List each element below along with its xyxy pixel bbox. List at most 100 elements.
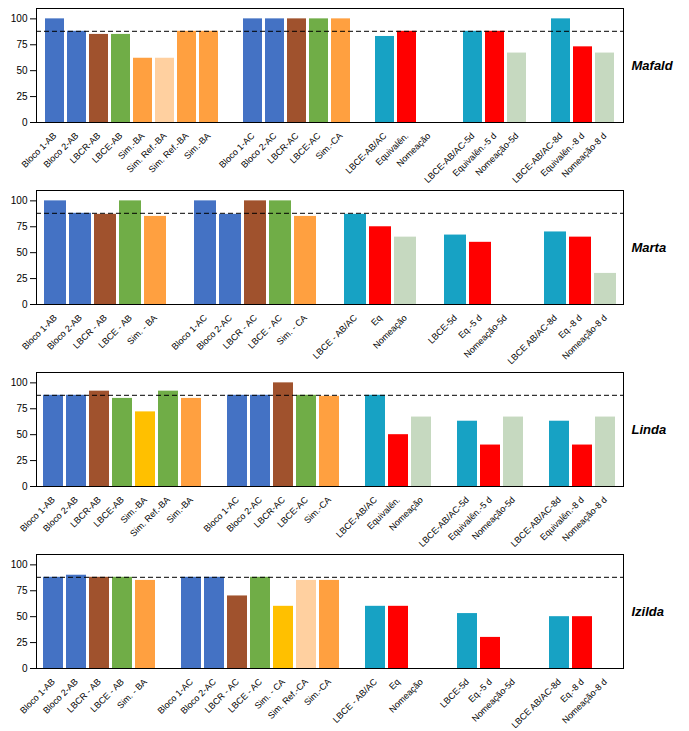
svg-text:Equivalên.-8 d: Equivalên.-8 d xyxy=(538,130,587,179)
svg-text:LBCE-5d: LBCE-5d xyxy=(438,677,471,710)
svg-text:0: 0 xyxy=(22,117,28,128)
svg-text:LBCE-AC: LBCE-AC xyxy=(288,130,323,165)
svg-text:25: 25 xyxy=(16,455,28,466)
svg-text:LBCE - AB: LBCE - AB xyxy=(96,313,133,350)
svg-text:Equivalên.-5 d: Equivalên.-5 d xyxy=(450,130,499,179)
svg-text:Bloco 2-AB: Bloco 2-AB xyxy=(45,312,84,352)
svg-text:100: 100 xyxy=(11,13,28,24)
svg-text:LBCE AB/AC-8d: LBCE AB/AC-8d xyxy=(506,313,559,366)
svg-text:25: 25 xyxy=(16,273,28,284)
svg-text:Nomeação-8 d: Nomeação-8 d xyxy=(560,677,609,726)
svg-text:LBCE-AC: LBCE-AC xyxy=(275,494,310,529)
svg-text:Nomeação-8 d: Nomeação-8 d xyxy=(560,495,609,544)
svg-text:LBCE-AB/AC-8d: LBCE-AB/AC-8d xyxy=(510,130,565,185)
svg-text:Linda: Linda xyxy=(632,422,667,437)
svg-text:LBCR-AB: LBCR-AB xyxy=(68,494,103,530)
svg-text:0: 0 xyxy=(22,299,28,310)
svg-text:Sim. - CA: Sim. - CA xyxy=(275,313,309,347)
svg-text:Sim.-BA: Sim.-BA xyxy=(182,131,212,161)
svg-text:0: 0 xyxy=(22,663,28,674)
svg-text:Bloco 1-AB: Bloco 1-AB xyxy=(20,312,59,352)
svg-text:Sim.-BA: Sim.-BA xyxy=(165,495,195,525)
svg-text:Bloco 1-AC: Bloco 1-AC xyxy=(169,312,209,352)
svg-text:50: 50 xyxy=(16,247,28,258)
svg-text:LBCE - AC: LBCE - AC xyxy=(246,312,284,351)
svg-text:Equivalên.: Equivalên. xyxy=(365,494,402,532)
svg-text:Sim. - CA: Sim. - CA xyxy=(252,676,287,711)
svg-text:Bloco 2-AB: Bloco 2-AB xyxy=(41,130,81,170)
svg-text:0: 0 xyxy=(22,481,28,492)
svg-text:LBCE - AC: LBCE - AC xyxy=(226,676,264,715)
svg-text:Nomeação-8 d: Nomeação-8 d xyxy=(560,313,609,362)
svg-text:50: 50 xyxy=(16,611,28,622)
svg-text:Equivalên.: Equivalên. xyxy=(373,130,411,168)
svg-text:Bloco 1-AB: Bloco 1-AB xyxy=(18,676,57,716)
svg-text:Bloco 2-AC: Bloco 2-AC xyxy=(224,494,264,534)
svg-text:Nomeação-5d: Nomeação-5d xyxy=(470,495,517,542)
svg-text:Sim.-CA: Sim.-CA xyxy=(314,131,345,162)
svg-text:LBCR-AB: LBCR-AB xyxy=(67,130,103,166)
svg-text:Bloco 2-AC: Bloco 2-AC xyxy=(194,312,234,352)
svg-text:Bloco 2-AB: Bloco 2-AB xyxy=(41,494,80,534)
svg-text:Sim.-CA: Sim.-CA xyxy=(302,495,333,526)
svg-text:Nomeação: Nomeação xyxy=(387,495,425,533)
svg-text:75: 75 xyxy=(16,39,28,50)
svg-text:Eq: Eq xyxy=(387,677,402,692)
svg-text:Mafald: Mafald xyxy=(632,58,674,73)
svg-text:Equivalên.-5 d: Equivalên.-5 d xyxy=(446,494,494,543)
svg-text:LBCR-AC: LBCR-AC xyxy=(265,130,301,166)
svg-text:LBCE - AB/AC: LBCE - AB/AC xyxy=(311,312,359,360)
svg-text:Sim. Ref.-BA: Sim. Ref.-BA xyxy=(128,494,172,539)
svg-text:Bloco 1-AB: Bloco 1-AB xyxy=(18,494,57,534)
svg-text:Equivalên.-8 d: Equivalên.-8 d xyxy=(538,494,586,543)
svg-text:Izilda: Izilda xyxy=(632,604,665,619)
svg-text:LBCE - AB: LBCE - AB xyxy=(88,676,126,715)
svg-text:Bloco 1-AB: Bloco 1-AB xyxy=(19,130,59,170)
svg-text:75: 75 xyxy=(16,403,28,414)
svg-text:Eq: Eq xyxy=(369,313,384,328)
svg-text:Nomeação-5d: Nomeação-5d xyxy=(462,313,509,360)
svg-text:LBCR - AB: LBCR - AB xyxy=(65,676,103,715)
svg-text:Nomeação: Nomeação xyxy=(371,313,409,351)
svg-text:Sim. - BA: Sim. - BA xyxy=(115,677,149,711)
svg-text:LBCE-AB/AC-5d: LBCE-AB/AC-5d xyxy=(416,494,471,549)
svg-text:LBCE-AB: LBCE-AB xyxy=(92,495,126,529)
svg-text:Nomeação-5d: Nomeação-5d xyxy=(473,131,520,178)
svg-text:Sim.-CA: Sim.-CA xyxy=(302,677,333,708)
svg-text:25: 25 xyxy=(16,637,28,648)
svg-text:Bloco 2-AC: Bloco 2-AC xyxy=(178,676,218,716)
svg-text:LBCE-5d: LBCE-5d xyxy=(426,313,459,346)
svg-text:Sim. - BA: Sim. - BA xyxy=(125,313,159,347)
svg-text:LBCE - AB/AC: LBCE - AB/AC xyxy=(331,676,379,724)
svg-text:LBCE AB/AC-8d: LBCE AB/AC-8d xyxy=(510,677,563,730)
svg-text:Sim. Ref.-BA: Sim. Ref.-BA xyxy=(124,130,169,175)
svg-text:Nomeação-8 d: Nomeação-8 d xyxy=(560,131,609,180)
svg-text:LBCE-AB: LBCE-AB xyxy=(90,131,124,165)
svg-text:100: 100 xyxy=(11,559,28,570)
svg-text:Bloco 1-AC: Bloco 1-AC xyxy=(217,130,257,170)
svg-text:Nomeação: Nomeação xyxy=(395,131,433,169)
svg-text:75: 75 xyxy=(16,221,28,232)
svg-text:50: 50 xyxy=(16,65,28,76)
svg-text:Marta: Marta xyxy=(632,240,667,255)
svg-text:Bloco 2-AC: Bloco 2-AC xyxy=(239,130,279,170)
svg-text:100: 100 xyxy=(11,195,28,206)
svg-text:Bloco 1-AC: Bloco 1-AC xyxy=(201,494,241,534)
svg-text:100: 100 xyxy=(11,377,28,388)
svg-text:LBCE-AB/AC-5d: LBCE-AB/AC-5d xyxy=(422,130,477,185)
svg-text:LBCE-AB/AC: LBCE-AB/AC xyxy=(343,130,389,176)
svg-text:LBCE-AB/AC-8d: LBCE-AB/AC-8d xyxy=(508,494,563,549)
svg-text:Nomeação-5d: Nomeação-5d xyxy=(470,677,517,724)
svg-text:LBCR-AC: LBCR-AC xyxy=(251,494,287,530)
svg-text:Nomeação: Nomeação xyxy=(387,677,425,715)
svg-text:Bloco 1-AC: Bloco 1-AC xyxy=(155,676,195,716)
svg-text:LBCE-AB/AC: LBCE-AB/AC xyxy=(334,494,379,540)
svg-text:Bloco 2-AB: Bloco 2-AB xyxy=(41,676,80,716)
svg-text:25: 25 xyxy=(16,91,28,102)
svg-text:75: 75 xyxy=(16,585,28,596)
svg-text:LBCR - AB: LBCR - AB xyxy=(71,312,109,351)
svg-text:Sim. Ref.-CA: Sim. Ref.-CA xyxy=(265,676,310,721)
svg-text:50: 50 xyxy=(16,429,28,440)
svg-text:LBCR - AC: LBCR - AC xyxy=(220,312,259,351)
svg-text:LBCR - AC: LBCR - AC xyxy=(202,676,241,715)
